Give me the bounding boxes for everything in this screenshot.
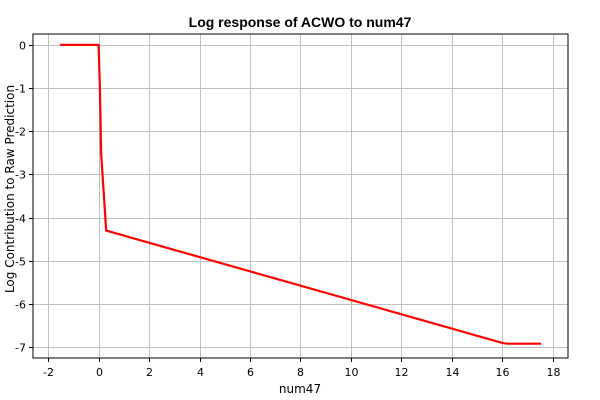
x-tick-label: -2 xyxy=(43,366,54,379)
grid-layer xyxy=(33,34,568,358)
y-axis-label: Log Contribution to Raw Prediction xyxy=(3,85,17,293)
y-tick-label: -5 xyxy=(15,256,26,269)
x-tick-label: 14 xyxy=(446,366,460,379)
x-tick-label: 2 xyxy=(146,366,153,379)
x-tick-label: 4 xyxy=(197,366,204,379)
series-layer xyxy=(59,43,542,345)
y-tick-label: -7 xyxy=(15,342,26,355)
x-tick-label: 10 xyxy=(345,366,359,379)
y-tick-label: 0 xyxy=(19,40,26,53)
x-tick-label: 8 xyxy=(297,366,304,379)
x-tick-label: 0 xyxy=(96,366,103,379)
tick-layer: -2 0 2 4 6 8 10 12 14 16 18 0 -1 -2 -3 -4 -5 -6 -7 xyxy=(15,40,560,380)
chart-title: Log response of ACWO to num47 xyxy=(189,14,412,30)
x-tick-label: 16 xyxy=(496,366,510,379)
x-axis-label: num47 xyxy=(279,382,321,396)
x-tick-label: 18 xyxy=(547,366,561,379)
y-tick-label: -1 xyxy=(15,83,26,96)
y-tick-label: -3 xyxy=(15,169,26,182)
y-tick-label: -4 xyxy=(15,213,26,226)
series-line xyxy=(59,43,542,345)
y-tick-label: -2 xyxy=(15,126,26,139)
x-tick-label: 6 xyxy=(247,366,254,379)
x-tick-label: 12 xyxy=(395,366,409,379)
y-tick-label: -6 xyxy=(15,299,26,312)
